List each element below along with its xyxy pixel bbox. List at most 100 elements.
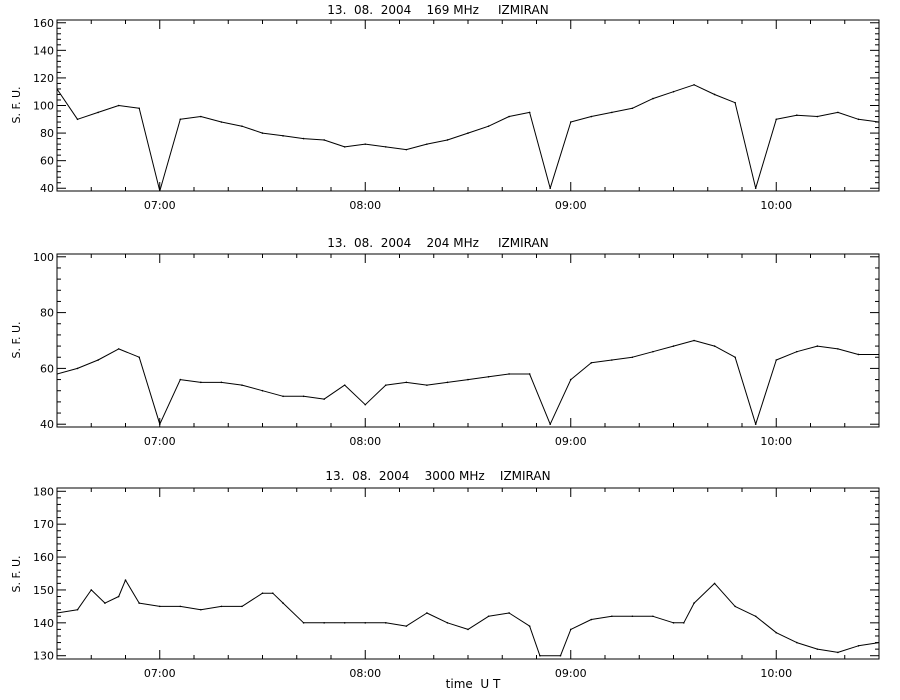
data-point — [364, 143, 367, 145]
data-point — [385, 384, 387, 386]
data-point — [446, 622, 449, 624]
data-point — [241, 384, 243, 386]
x-axis-label: time U T — [446, 677, 501, 691]
data-point — [857, 353, 860, 356]
data-point — [271, 592, 274, 595]
data-point — [385, 622, 387, 624]
data-point — [220, 121, 223, 123]
data-point — [426, 384, 428, 386]
data-point — [559, 654, 562, 657]
y-tick-label: 180 — [33, 485, 54, 498]
data-point — [302, 137, 305, 140]
y-tick-label: 40 — [40, 182, 54, 195]
data-point — [672, 90, 675, 93]
data-point — [261, 132, 264, 134]
data-point — [487, 375, 490, 378]
data-point — [241, 125, 243, 127]
data-point — [426, 143, 428, 145]
data-point — [857, 645, 860, 647]
data-point — [775, 631, 778, 634]
data-point — [549, 187, 551, 190]
data-point — [323, 139, 325, 141]
data-point — [138, 356, 140, 359]
data-point — [158, 423, 161, 426]
data-point — [117, 348, 120, 350]
x-tick-label: 08:00 — [349, 435, 381, 448]
y-tick-label: 80 — [40, 307, 54, 320]
data-point — [508, 373, 510, 375]
data-point — [302, 395, 305, 398]
data-point — [590, 618, 593, 621]
data-point — [837, 651, 839, 654]
data-point — [220, 381, 223, 384]
y-tick-label: 40 — [40, 418, 54, 431]
data-point — [158, 605, 161, 608]
data-point — [179, 605, 182, 608]
data-point — [385, 146, 387, 148]
data-point — [426, 612, 428, 614]
data-point — [672, 622, 675, 624]
y-tick-label: 60 — [40, 362, 54, 375]
data-point — [611, 359, 613, 361]
data-point — [878, 353, 879, 356]
data-point — [682, 622, 685, 624]
data-point — [467, 132, 469, 134]
plot-frame — [56, 253, 880, 428]
data-point — [282, 602, 284, 604]
data-point — [405, 148, 408, 151]
data-point — [775, 118, 778, 121]
data-point — [467, 628, 469, 631]
data-point — [241, 605, 243, 608]
y-tick-label: 150 — [33, 584, 54, 597]
data-point — [90, 589, 93, 591]
data-point — [200, 115, 202, 118]
data-point — [179, 378, 182, 381]
y-tick-label: 120 — [33, 72, 54, 85]
data-point — [569, 121, 572, 123]
data-point — [97, 111, 99, 114]
data-point — [693, 602, 695, 604]
x-tick-label: 09:00 — [555, 667, 587, 680]
data-point — [734, 356, 736, 359]
data-point — [282, 135, 284, 137]
data-point — [343, 622, 346, 624]
data-point — [569, 628, 572, 631]
data-point — [734, 101, 736, 104]
data-point — [302, 622, 305, 624]
x-tick-label: 07:00 — [144, 667, 176, 680]
data-point — [405, 381, 408, 384]
data-point — [57, 373, 58, 375]
data-point — [734, 605, 736, 608]
data-point — [446, 381, 449, 384]
y-tick-label: 100 — [33, 251, 54, 264]
data-point — [878, 641, 879, 644]
y-tick-label: 160 — [33, 551, 54, 564]
y-tick-label: 140 — [33, 617, 54, 630]
data-point — [261, 592, 264, 595]
data-point — [775, 359, 778, 361]
data-point — [261, 389, 264, 392]
y-tick-label: 170 — [33, 518, 54, 531]
data-point — [487, 615, 490, 618]
data-point — [508, 612, 510, 614]
data-point — [364, 403, 367, 406]
data-point — [816, 115, 819, 118]
data-point — [323, 398, 325, 400]
x-tick-label: 09:00 — [555, 199, 587, 212]
chart-panel-1: 13. 08. 2004 169 MHz IZMIRAN S. F. U. 40 60… — [10, 3, 880, 212]
data-point — [539, 654, 541, 657]
data-point — [590, 115, 593, 118]
data-point — [796, 641, 798, 644]
data-point — [713, 345, 716, 347]
data-point — [754, 615, 757, 618]
data-point — [97, 359, 99, 361]
data-point — [754, 187, 757, 190]
data-point — [754, 423, 757, 426]
y-tick-label: 60 — [40, 155, 54, 168]
data-point — [590, 362, 593, 364]
data-point — [282, 395, 284, 398]
data-point — [343, 146, 346, 148]
data-point — [652, 615, 654, 618]
data-point — [693, 339, 695, 342]
chart-panel-2: 13. 08. 2004 204 MHz IZMIRAN S. F. U. 40 60… — [10, 236, 880, 448]
